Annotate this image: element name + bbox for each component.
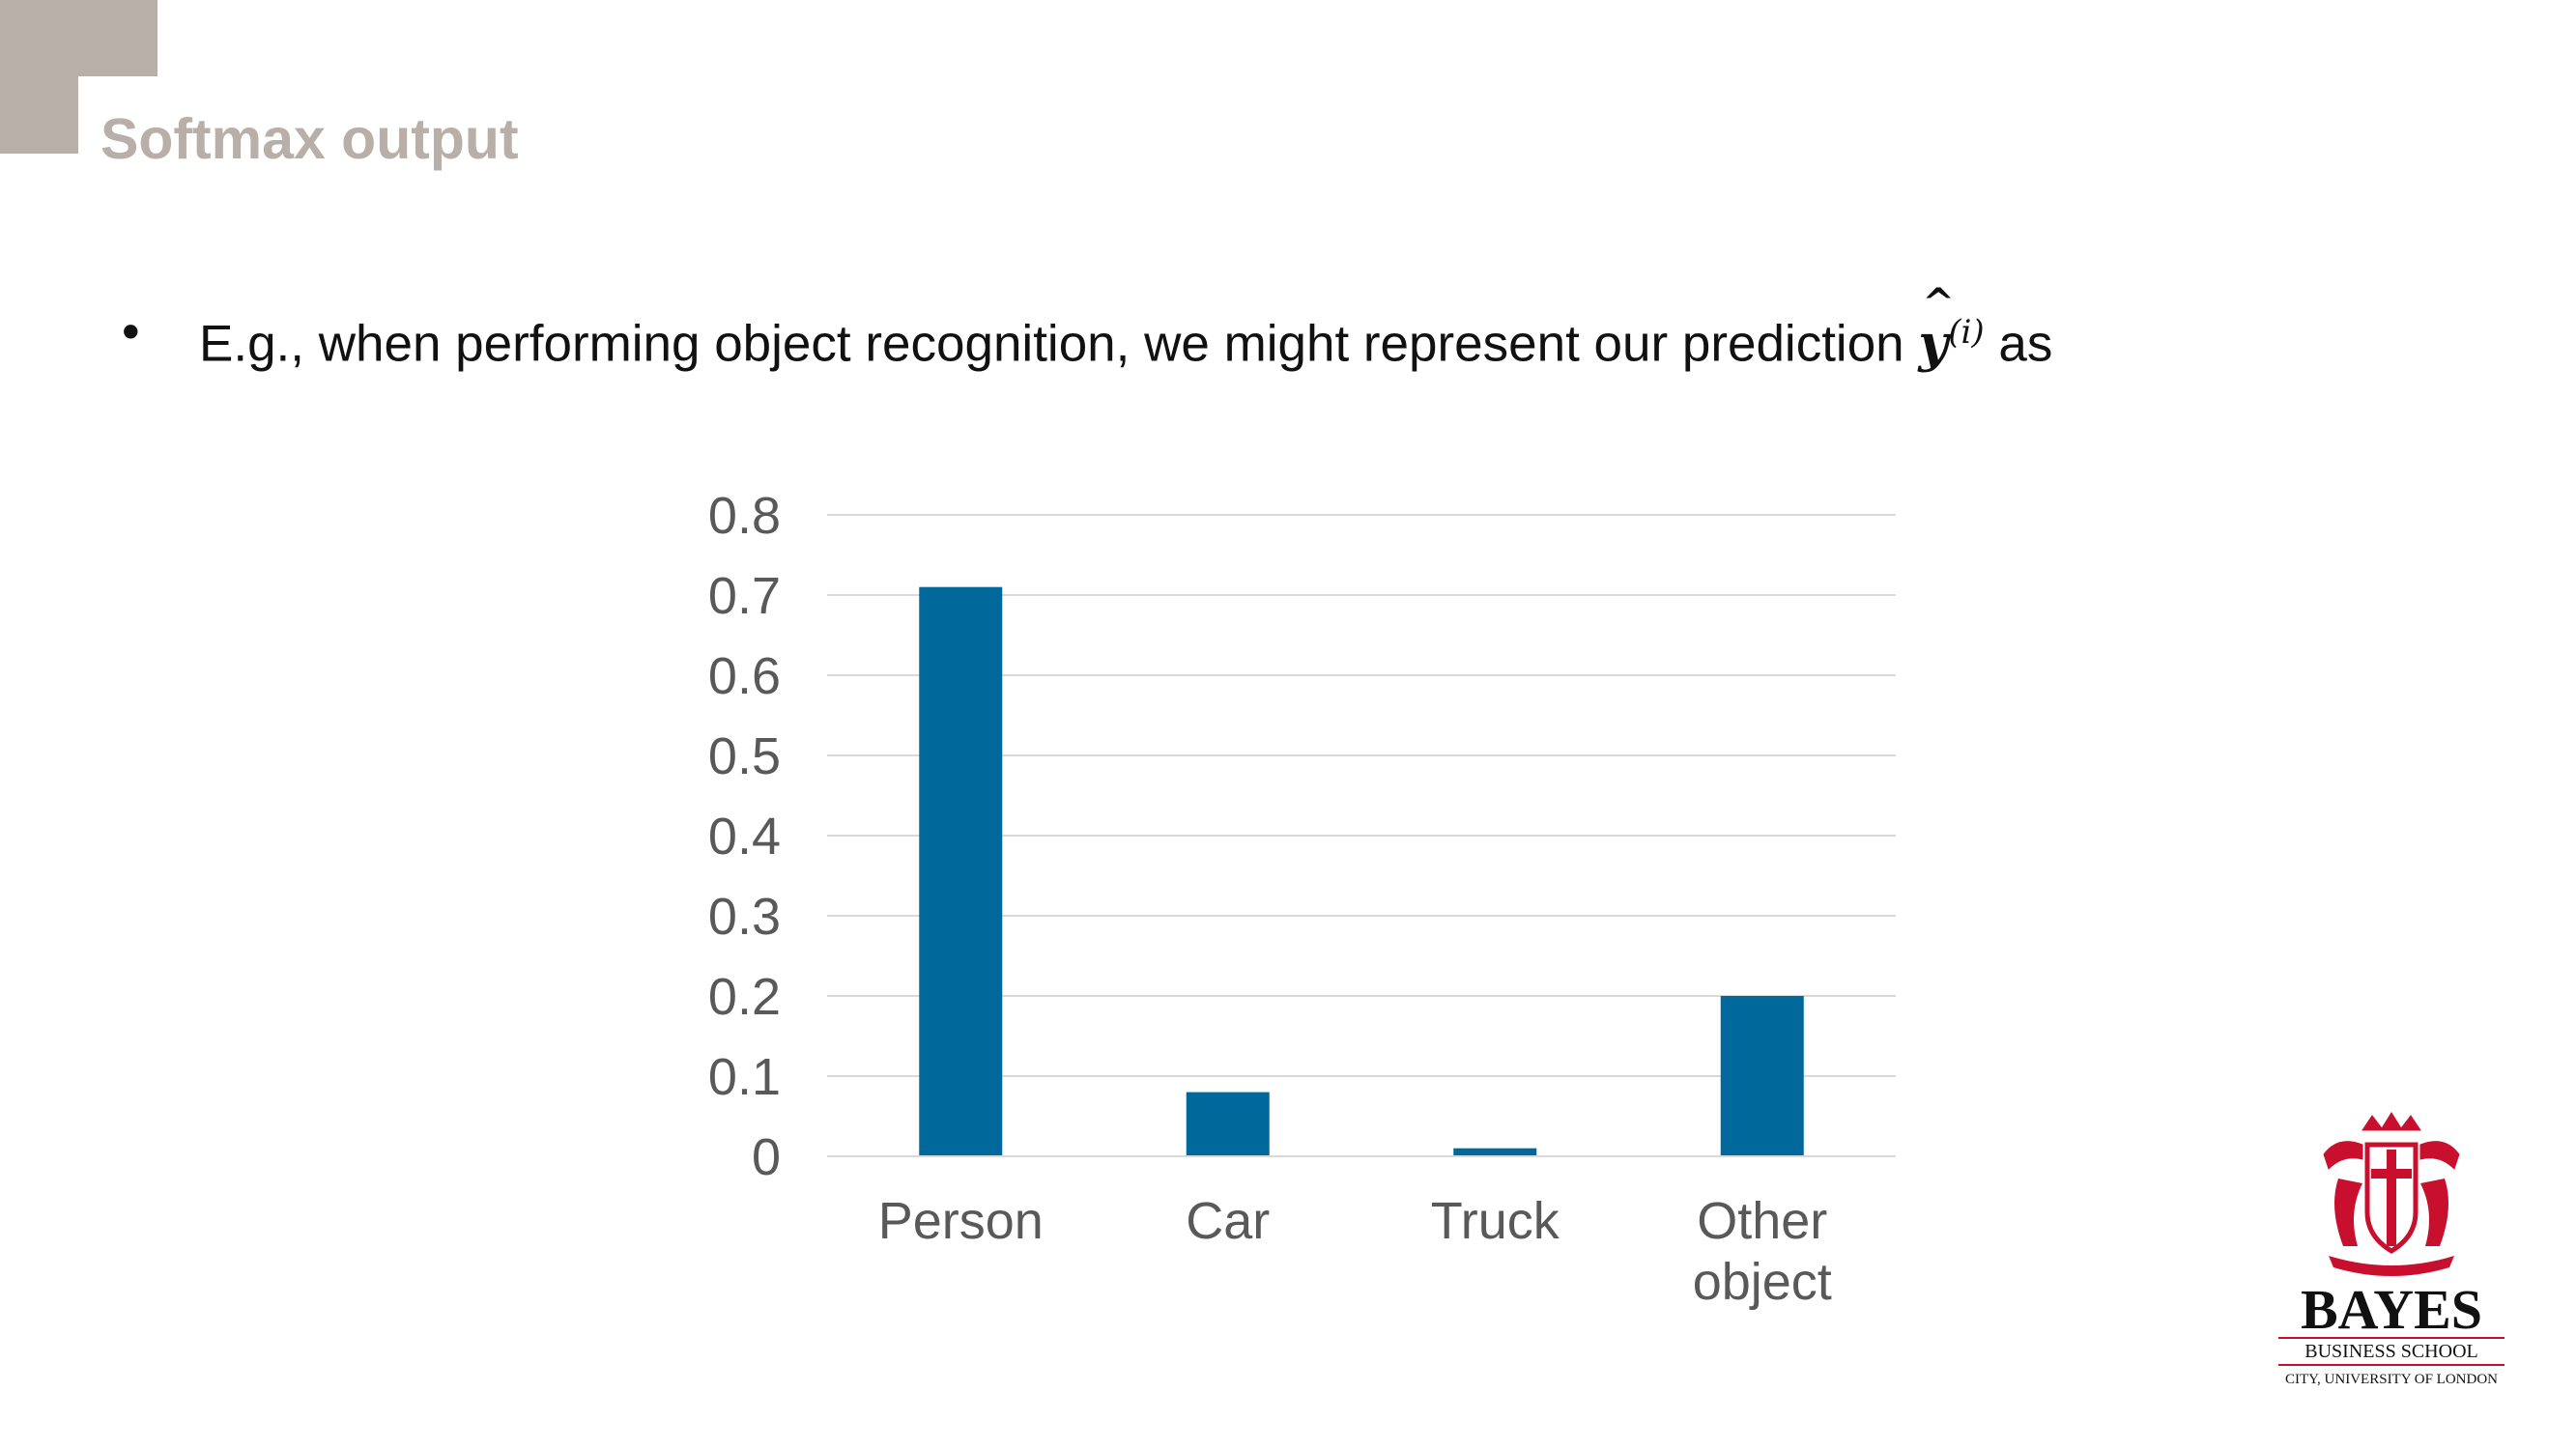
bar bbox=[1453, 1148, 1537, 1156]
corner-decoration-top bbox=[0, 0, 157, 76]
crest-icon bbox=[2323, 1112, 2460, 1276]
bayes-logo: BAYES BUSINESS SCHOOL CITY, UNIVERSITY O… bbox=[2278, 1112, 2504, 1387]
math-superscript: (i) bbox=[1948, 313, 1985, 352]
prediction-symbol: ^ y(i) bbox=[1918, 280, 1985, 379]
y-tick-label: 0.2 bbox=[708, 968, 781, 1026]
bullet-marker: • bbox=[122, 303, 140, 360]
logo-name: BAYES bbox=[2301, 1278, 2482, 1341]
bullet-text-before: E.g., when performing object recognition… bbox=[199, 315, 1904, 373]
x-tick-label: Truck bbox=[1431, 1192, 1560, 1250]
y-tick-label: 0.4 bbox=[708, 808, 781, 866]
y-tick-label: 0.6 bbox=[708, 647, 781, 705]
y-tick-label: 0.5 bbox=[708, 727, 781, 785]
y-tick-label: 0.1 bbox=[708, 1048, 781, 1106]
logo-line3: CITY, UNIVERSITY OF LONDON bbox=[2285, 1372, 2498, 1387]
x-tick-label: Car bbox=[1186, 1192, 1270, 1250]
y-tick-label: 0 bbox=[752, 1128, 781, 1186]
bar bbox=[919, 586, 1003, 1156]
y-tick-label: 0.7 bbox=[708, 567, 781, 625]
hat-accent: ^ bbox=[1922, 280, 1955, 326]
x-tick-label: Person bbox=[878, 1192, 1044, 1250]
y-tick-label: 0.8 bbox=[708, 487, 781, 545]
x-tick-label: Other object bbox=[1693, 1192, 1832, 1311]
bullet-text: E.g., when performing object recognition… bbox=[199, 280, 2053, 380]
corner-decoration-left bbox=[0, 76, 78, 154]
bar bbox=[1186, 1092, 1270, 1156]
y-tick-label: 0.3 bbox=[708, 888, 781, 946]
logo-line2: BUSINESS SCHOOL bbox=[2304, 1341, 2477, 1362]
bar bbox=[1720, 996, 1804, 1156]
slide-title: Softmax output bbox=[100, 107, 519, 171]
bullet-text-after: as bbox=[1998, 315, 2053, 373]
math-symbol: y bbox=[1918, 313, 1949, 374]
